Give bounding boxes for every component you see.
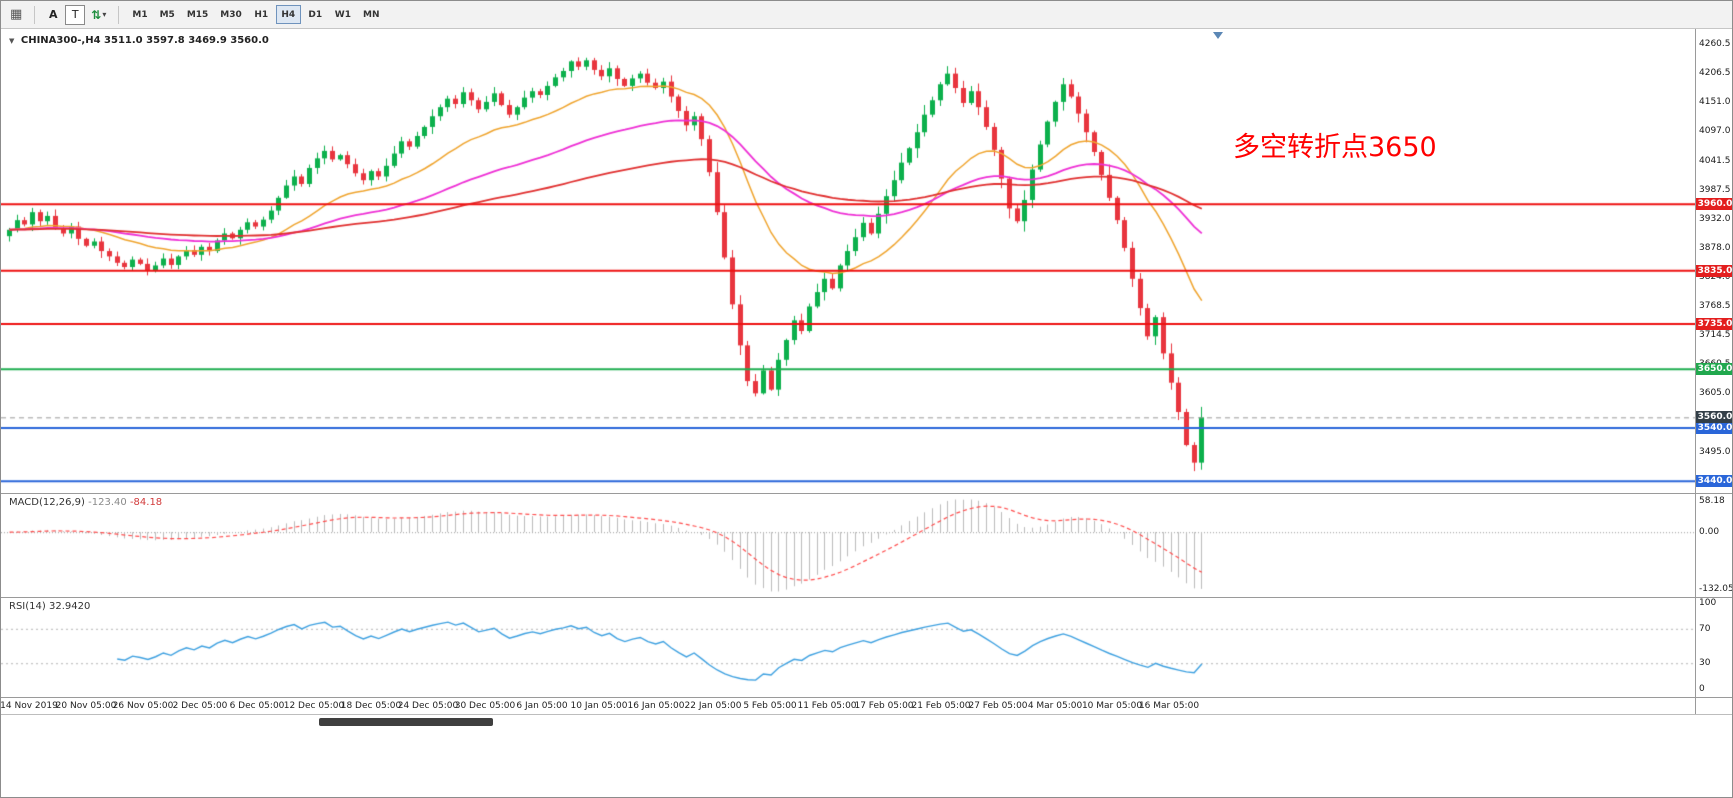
time-axis-label: 22 Jan 05:00 bbox=[684, 701, 742, 711]
timeframe-m15-button[interactable]: M15 bbox=[182, 5, 213, 24]
macd-main-value: -123.40 bbox=[88, 497, 127, 508]
timeframe-d1-button[interactable]: D1 bbox=[303, 5, 328, 24]
price-axis-border bbox=[1695, 29, 1696, 714]
time-axis-label: 12 Dec 05:00 bbox=[283, 701, 345, 711]
time-axis-label: 26 Nov 05:00 bbox=[112, 701, 174, 711]
price-tick-label: 3768.5 bbox=[1699, 301, 1731, 312]
price-level-badge: 3540.0 bbox=[1696, 421, 1733, 434]
macd-panel-canvas[interactable] bbox=[1, 494, 1695, 597]
rsi-axis-label: 0 bbox=[1699, 684, 1705, 694]
price-level-badge: 3735.0 bbox=[1696, 318, 1733, 331]
chevron-down-icon: ▾ bbox=[102, 10, 107, 19]
time-axis-label: 21 Feb 05:00 bbox=[911, 701, 971, 711]
timeframe-w1-button[interactable]: W1 bbox=[330, 5, 356, 24]
time-axis-label: 20 Nov 05:00 bbox=[55, 701, 117, 711]
chart-title: ▼ CHINA300-,H4 3511.0 3597.8 3469.9 3560… bbox=[9, 35, 269, 46]
timeframe-h1-button[interactable]: H1 bbox=[249, 5, 274, 24]
price-tick-label: 3714.5 bbox=[1699, 330, 1731, 340]
macd-label: MACD(12,26,9) -123.40 -84.18 bbox=[9, 497, 162, 508]
current-price-badge: 3560.0 bbox=[1696, 411, 1733, 424]
rsi-label: RSI(14) 32.9420 bbox=[9, 601, 90, 612]
timeframe-m5-button[interactable]: M5 bbox=[155, 5, 180, 24]
rsi-value: 32.9420 bbox=[48, 601, 91, 612]
time-axis-label: 18 Dec 05:00 bbox=[340, 701, 402, 711]
symbol-timeframe-label: CHINA300-,H4 bbox=[20, 35, 101, 46]
rsi-name: RSI(14) bbox=[9, 601, 46, 612]
price-tick-label: 4260.5 bbox=[1699, 39, 1731, 50]
panel-separator-macd[interactable] bbox=[1, 493, 1732, 494]
time-axis-label: 6 Dec 05:00 bbox=[229, 701, 285, 711]
text-label-button[interactable]: T bbox=[65, 4, 86, 25]
price-tick-label: 3495.0 bbox=[1699, 446, 1731, 457]
chart-text-annotation[interactable]: 多空转折点3650 bbox=[1233, 132, 1437, 163]
price-tick-label: 4097.0 bbox=[1699, 126, 1731, 137]
rsi-axis-label: 100 bbox=[1699, 598, 1717, 608]
main-chart-canvas[interactable] bbox=[1, 31, 1695, 493]
time-axis-label: 27 Feb 05:00 bbox=[968, 701, 1028, 711]
arrows-icon: ⇅ bbox=[91, 7, 102, 22]
time-axis-label: 2 Dec 05:00 bbox=[172, 701, 228, 711]
rsi-axis-label: 70 bbox=[1699, 623, 1711, 634]
time-axis-label: 30 Dec 05:00 bbox=[454, 701, 516, 711]
hscroll-thumb[interactable] bbox=[319, 718, 493, 726]
text-annotation-button[interactable]: A bbox=[43, 5, 63, 25]
time-axis[interactable]: 14 Nov 2019 20 Nov 05:00 26 Nov 05:00 2 Dec… bbox=[1, 698, 1695, 714]
toolbar-separator bbox=[34, 5, 36, 24]
price-tick-label: 3878.0 bbox=[1699, 242, 1731, 253]
macd-axis-label: -132.05 bbox=[1699, 584, 1733, 594]
time-axis-label: 6 Jan 05:00 bbox=[516, 701, 568, 711]
price-tick-label: 4041.5 bbox=[1699, 155, 1731, 166]
macd-signal-value: -84.18 bbox=[129, 497, 163, 508]
time-axis-label: 17 Feb 05:00 bbox=[854, 701, 914, 711]
time-axis-label: 4 Mar 05:00 bbox=[1027, 701, 1083, 711]
bottom-bar bbox=[1, 714, 1732, 797]
price-tick-label: 4151.0 bbox=[1699, 97, 1731, 108]
ohlc-values: 3511.0 3597.8 3469.9 3560.0 bbox=[104, 35, 269, 46]
time-axis-label: 10 Jan 05:00 bbox=[570, 701, 628, 711]
toolbar-separator bbox=[118, 5, 120, 24]
price-level-badge: 3650.0 bbox=[1696, 363, 1733, 376]
toolbar: ▦ A T ⇅ ▾ M1 M5 M15 M30 H1 H4 D1 W1 MN bbox=[1, 1, 1732, 29]
time-axis-label: 24 Dec 05:00 bbox=[397, 701, 459, 711]
time-axis-label: 16 Jan 05:00 bbox=[627, 701, 685, 711]
macd-name: MACD(12,26,9) bbox=[9, 497, 85, 508]
timeframe-mn-button[interactable]: MN bbox=[358, 5, 385, 24]
symbol-dropdown-icon[interactable]: ▼ bbox=[9, 37, 15, 45]
object-tool-button[interactable]: ⇅ ▾ bbox=[87, 5, 110, 25]
price-level-badge: 3440.0 bbox=[1696, 475, 1733, 488]
time-axis-label: 11 Feb 05:00 bbox=[797, 701, 857, 711]
time-axis-label: 10 Mar 05:00 bbox=[1081, 701, 1143, 711]
chart-grid-icon[interactable]: ▦ bbox=[10, 7, 23, 22]
panel-separator-rsi[interactable] bbox=[1, 597, 1732, 598]
rsi-panel-canvas[interactable] bbox=[1, 598, 1695, 697]
timeframe-h4-button[interactable]: H4 bbox=[275, 5, 301, 24]
timeframe-m1-button[interactable]: M1 bbox=[127, 5, 152, 24]
price-level-badge: 3960.0 bbox=[1696, 198, 1733, 211]
time-axis-label: 14 Nov 2019 bbox=[0, 701, 58, 711]
macd-axis-label: 58.18 bbox=[1699, 496, 1725, 506]
chart-shift-marker[interactable] bbox=[1213, 32, 1223, 39]
price-tick-label: 3605.0 bbox=[1699, 388, 1731, 399]
rsi-axis-label: 30 bbox=[1699, 658, 1711, 669]
time-axis-label: 5 Feb 05:00 bbox=[743, 701, 797, 711]
price-tick-label: 3987.5 bbox=[1699, 184, 1731, 195]
time-axis-border bbox=[1, 697, 1732, 698]
time-axis-label: 16 Mar 05:00 bbox=[1138, 701, 1200, 711]
macd-axis-label: 0.00 bbox=[1699, 527, 1720, 538]
price-level-badge: 3835.0 bbox=[1696, 264, 1733, 277]
price-tick-label: 3932.0 bbox=[1699, 214, 1731, 225]
timeframe-m30-button[interactable]: M30 bbox=[215, 5, 246, 24]
price-tick-label: 4206.5 bbox=[1699, 67, 1731, 78]
